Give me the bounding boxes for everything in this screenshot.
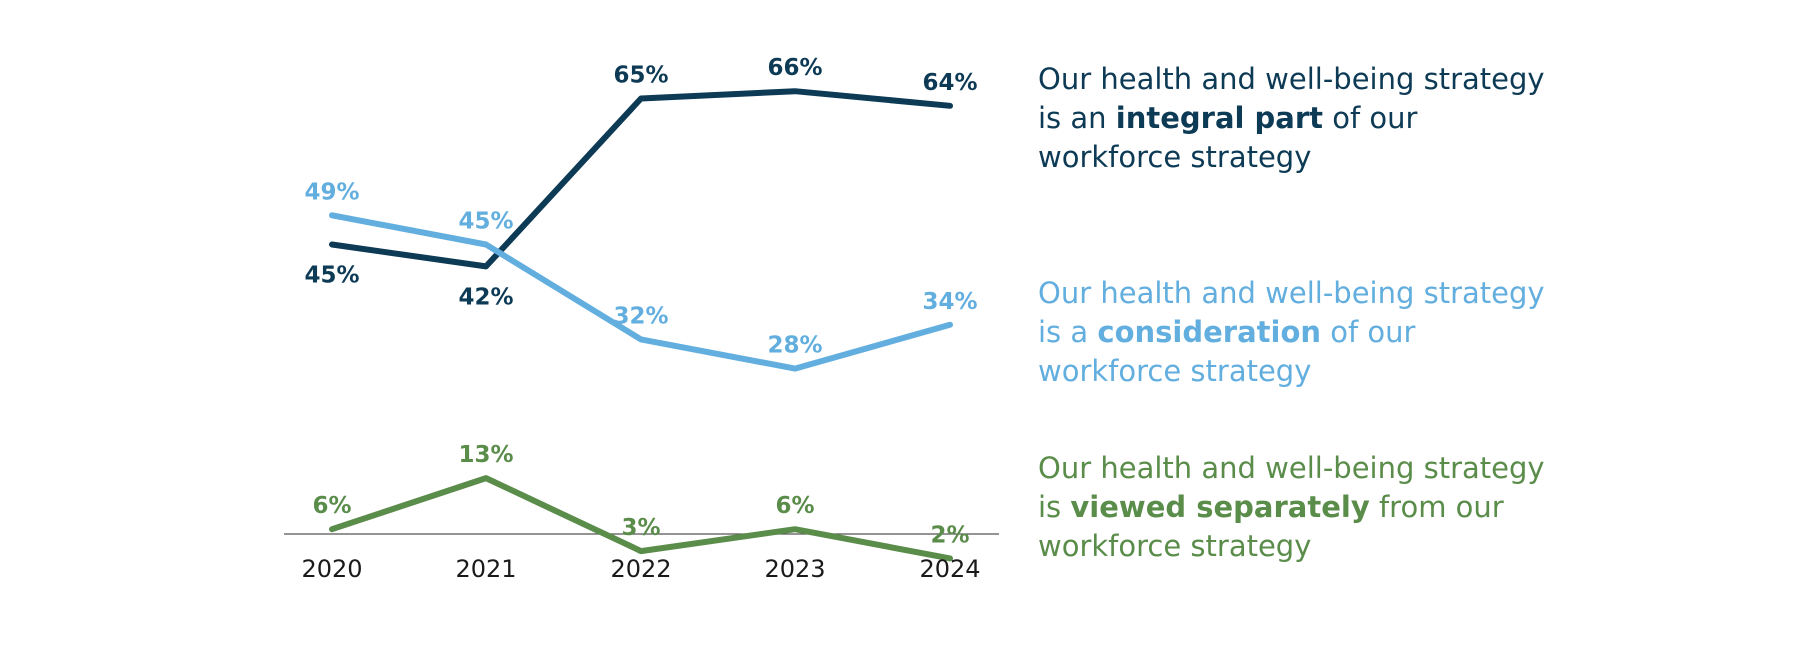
data-label-separate-2023: 6% xyxy=(775,493,814,519)
legend-consideration-bold: consideration xyxy=(1097,315,1322,349)
legend-separate-pre: Our health and well-being strategy is xyxy=(1038,451,1545,524)
data-labels-layer: 45% 42% 65% 66% 64% 49% 45% 32% 28% 34% 6% 13% 3% 6% 2… xyxy=(304,55,977,548)
data-label-consideration-2022: 32% xyxy=(613,303,668,329)
legend-consideration: Our health and well-being strategy is a … xyxy=(1038,274,1558,391)
x-tick-label-2020: 2020 xyxy=(301,555,362,583)
data-label-consideration-2021: 45% xyxy=(458,209,513,235)
data-label-integral-2020: 45% xyxy=(304,263,359,289)
data-label-integral-2022: 65% xyxy=(613,63,668,89)
legend-integral-post: of our workforce strategy xyxy=(1038,101,1418,174)
series-line-integral xyxy=(329,88,953,270)
legend-integral-bold: integral part xyxy=(1115,101,1324,135)
series-layer xyxy=(329,88,953,562)
data-label-separate-2024: 2% xyxy=(930,522,969,548)
data-label-integral-2024: 64% xyxy=(922,70,977,96)
legend-separate-bold: viewed separately xyxy=(1070,490,1370,524)
x-tick-label-2021: 2021 xyxy=(455,555,516,583)
legend-integral-pre: Our health and well-being strategy is an xyxy=(1038,62,1545,135)
legend-separate-post: from our workforce strategy xyxy=(1038,490,1504,563)
x-tick-label-2024: 2024 xyxy=(919,555,980,583)
legend-consideration-pre: Our health and well-being strategy is a xyxy=(1038,276,1545,349)
data-label-consideration-2023: 28% xyxy=(767,333,822,359)
legend-viewed-separately: Our health and well-being strategy is vi… xyxy=(1038,449,1558,566)
data-label-separate-2021: 13% xyxy=(458,442,513,468)
data-label-separate-2022: 3% xyxy=(621,515,660,541)
x-tick-labels: 2020 2021 2022 2023 2024 xyxy=(301,555,980,583)
legend-integral-part: Our health and well-being strategy is an… xyxy=(1038,60,1558,177)
data-label-integral-2023: 66% xyxy=(767,55,822,81)
series-line-consideration xyxy=(329,212,953,372)
x-tick-label-2023: 2023 xyxy=(764,555,825,583)
data-label-consideration-2020: 49% xyxy=(304,179,359,205)
legend-consideration-post: of our workforce strategy xyxy=(1038,315,1416,388)
data-label-separate-2020: 6% xyxy=(312,493,351,519)
data-label-consideration-2024: 34% xyxy=(922,289,977,315)
data-label-integral-2021: 42% xyxy=(458,284,513,310)
x-tick-label-2022: 2022 xyxy=(610,555,671,583)
